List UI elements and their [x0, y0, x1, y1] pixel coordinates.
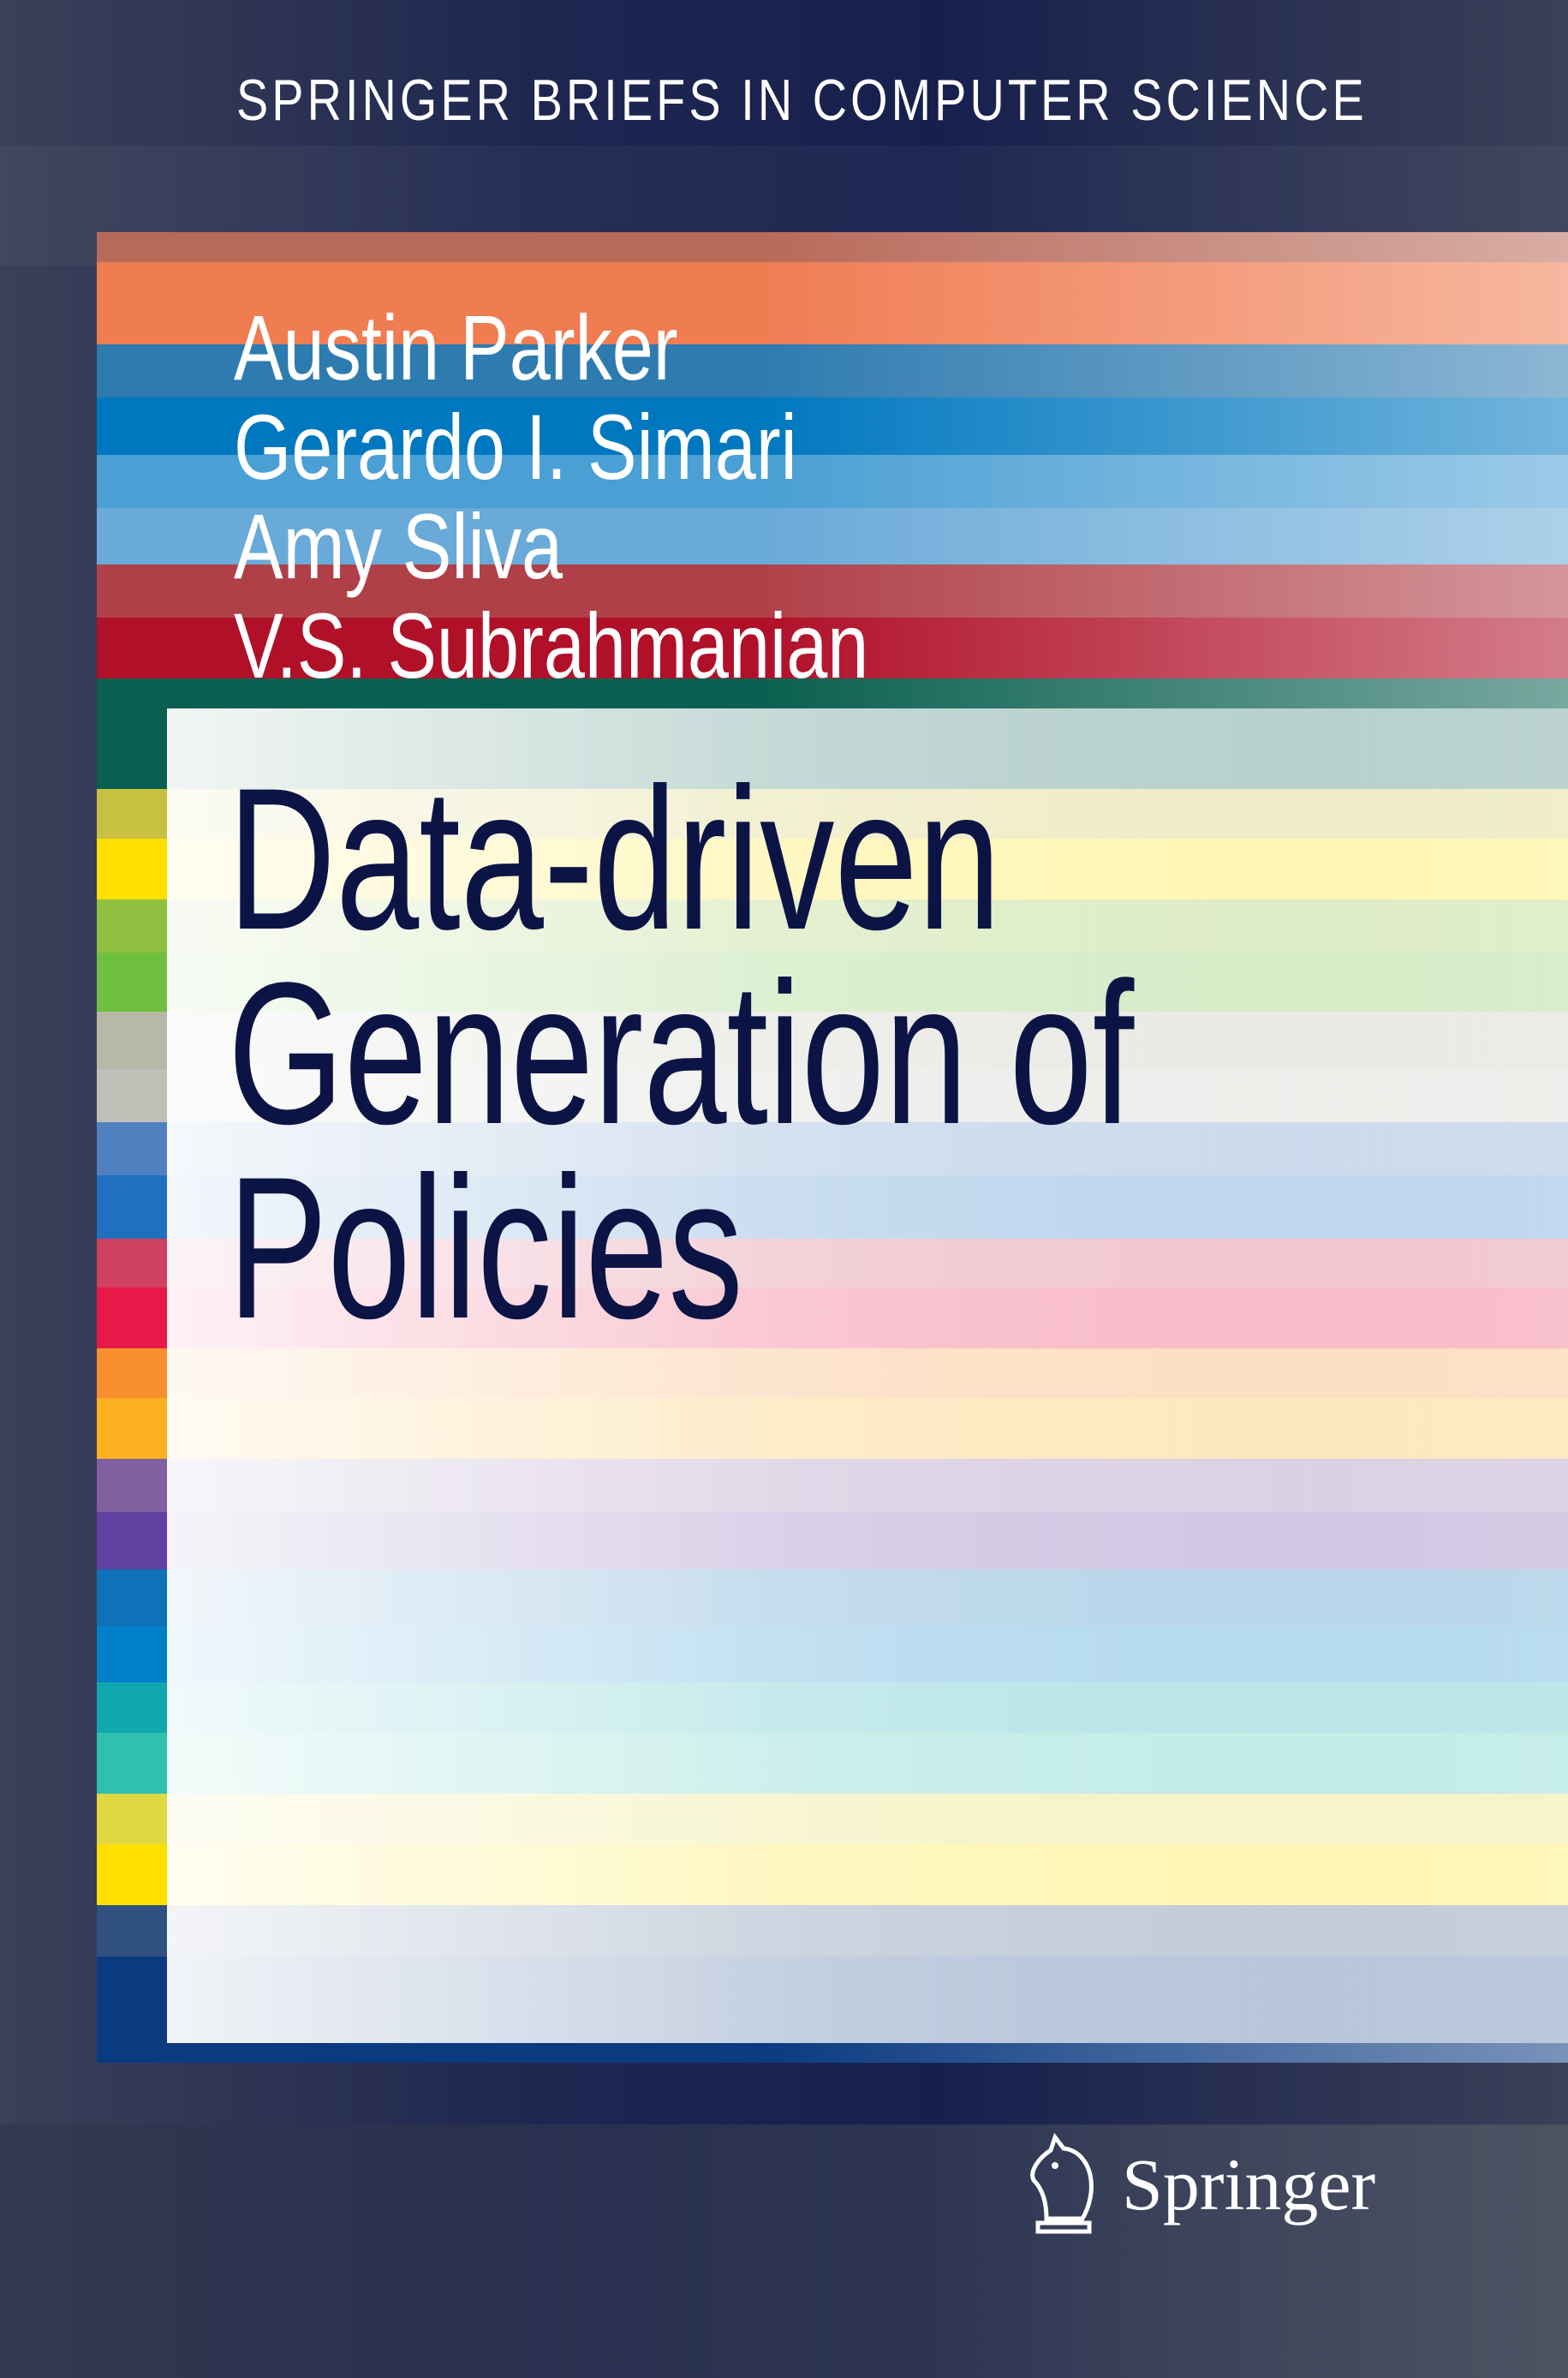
color-stripe	[97, 232, 1568, 262]
knight-horse-icon	[1030, 2133, 1094, 2234]
book-title-line: Generation of	[228, 941, 1135, 1167]
series-name: SPRINGER BRIEFS IN COMPUTER SCIENCE	[236, 68, 1368, 133]
book-title-line: Policies	[228, 1135, 743, 1361]
color-stripe	[97, 618, 1568, 678]
author-name: Gerardo I. Simari	[234, 395, 797, 499]
title-panel	[167, 708, 1568, 2043]
publisher-name: Springer	[1122, 2143, 1376, 2226]
color-stripe	[97, 397, 1568, 455]
background-band	[0, 2124, 1568, 2378]
color-stripe	[97, 508, 1568, 565]
color-stripe	[97, 262, 1568, 344]
book-title-line: Data-driven	[228, 746, 1001, 972]
author-name: Austin Parker	[234, 296, 678, 399]
springer-logo: Springer	[1021, 2133, 1375, 2236]
color-stripe	[97, 455, 1568, 508]
color-stripe	[97, 565, 1568, 618]
author-name: V.S. Subrahmanian	[234, 594, 869, 697]
color-stripe	[97, 344, 1568, 397]
author-name: Amy Sliva	[234, 494, 563, 598]
